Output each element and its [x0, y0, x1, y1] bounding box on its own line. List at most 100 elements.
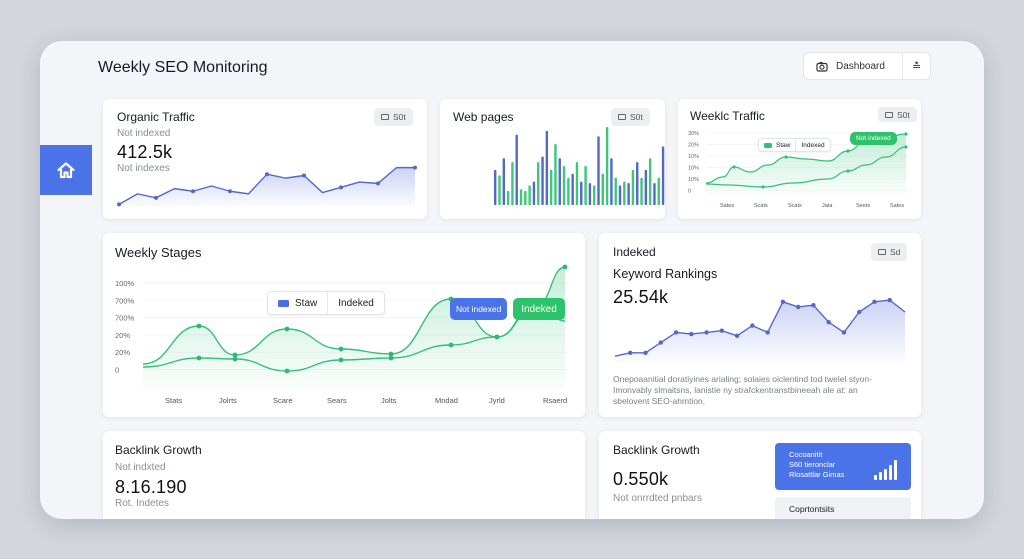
weekly-stages-point: [196, 323, 202, 329]
weekly-traffic-point: [761, 185, 765, 189]
organic-traffic-value: 412.5k: [117, 142, 173, 162]
organic-traffic-card: Organic Traffic S0t Not indexed 412.5k N…: [103, 99, 427, 219]
card-chip[interactable]: S0t: [878, 107, 917, 122]
y-tick-label: 20%: [115, 331, 130, 340]
home-icon: [57, 162, 75, 179]
weekly-stages-point: [338, 346, 344, 352]
legend-swatch: [764, 142, 772, 148]
web-pages-bar: [498, 175, 501, 205]
keyword-point: [841, 330, 847, 335]
legend-item-indexed[interactable]: Indexed: [795, 139, 829, 151]
web-pages-bar: [554, 144, 557, 205]
weekly-traffic-point: [732, 165, 736, 169]
index-status: Not indexed: [117, 128, 171, 139]
web-pages-bar: [640, 177, 643, 205]
web-pages-bar: [537, 162, 540, 205]
web-pages-bar: [588, 183, 592, 205]
card-chip[interactable]: S0t: [374, 108, 413, 126]
keyword-point: [643, 350, 648, 355]
settings-button[interactable]: ≛: [903, 53, 930, 79]
chart-legend: Staw Indexed: [758, 138, 831, 152]
web-pages-bar: [519, 189, 523, 205]
weekly-stages-point: [232, 352, 238, 358]
backlink-sub: Not onrrdted pnbars: [613, 493, 702, 504]
legend-item-indexed[interactable]: Indeked: [327, 292, 384, 314]
y-tick-label: 30%: [688, 131, 699, 137]
y-tick-label: 0: [688, 189, 691, 195]
camera-icon: [618, 114, 626, 120]
legend-item-staw[interactable]: Staw: [759, 139, 795, 151]
card-title: Keyword Rankings: [613, 267, 718, 281]
y-tick-label: 20%: [115, 348, 130, 357]
organic-area: [119, 167, 415, 207]
keyword-point: [628, 350, 633, 355]
web-pages-bar: [515, 134, 518, 205]
y-tick-label: 100%: [115, 279, 135, 288]
insight-line: Rlosattlar Gimas: [789, 470, 845, 479]
web-pages-bar: [597, 136, 600, 205]
web-pages-bar: [614, 177, 617, 205]
web-pages-bar: [584, 166, 587, 205]
weekly-stages-point: [284, 326, 290, 332]
card-chip[interactable]: S0t: [611, 108, 650, 126]
dashboard-window: Weekly SEO Monitoring Dashboard ≛ Organi…: [40, 41, 984, 519]
organic-point: [413, 165, 417, 170]
web-pages-bar: [545, 130, 549, 205]
web-pages-bar: [511, 162, 514, 205]
insight-panel[interactable]: Cocoanitit S60 tieronclar Rlosattlar Gim…: [775, 443, 911, 490]
keyword-point: [673, 330, 679, 335]
keyword-area: [615, 300, 905, 363]
dashboard-button[interactable]: Dashboard: [804, 53, 904, 79]
bar-chart-icon: [874, 460, 897, 480]
weekly-stages-point: [388, 355, 394, 361]
web-pages-bar: [605, 127, 609, 205]
web-pages-bar: [610, 158, 613, 205]
web-pages-card: Web pages S0t: [440, 99, 665, 219]
legend-swatch: [278, 299, 289, 307]
x-tick-label: Scare: [273, 396, 293, 405]
dashboard-switcher[interactable]: Dashboard ≛: [803, 52, 931, 80]
x-tick-label: Jata: [822, 203, 833, 209]
not-indexed-tag: Not indexed: [450, 298, 508, 320]
y-tick-label: 20%: [688, 143, 699, 149]
camera-icon: [381, 114, 389, 120]
organic-point: [302, 173, 306, 178]
web-pages-bar: [524, 190, 527, 205]
contents-tab[interactable]: Coprtontsits: [775, 497, 911, 519]
organic-point: [191, 189, 195, 194]
web-pages-bar: [549, 169, 553, 205]
keyword-point: [887, 297, 892, 303]
web-pages-bar: [618, 185, 622, 205]
web-pages-bar: [558, 158, 561, 205]
chart-legend: Staw Indeked: [267, 291, 385, 315]
backlink-growth-card: Backlink Growth Not indxted 8.16.190 Rot…: [103, 431, 585, 519]
card-chip[interactable]: Sd: [871, 243, 908, 261]
weekly-stages-point: [284, 368, 290, 374]
card-title: Weekly Stages: [115, 245, 202, 260]
weekly-stages-line-secondary: [142, 302, 566, 372]
weekly-traffic-line-secondary: [705, 146, 907, 188]
keyword-description: Onepoaanitial doratiyines arialing; sola…: [613, 374, 872, 406]
legend-item-staw[interactable]: Staw: [268, 292, 327, 314]
weekly-traffic-point: [846, 169, 850, 173]
web-pages-bar: [623, 181, 626, 205]
card-title: Weeklc Traffic: [690, 109, 765, 123]
y-tick-label: 700%: [115, 314, 135, 323]
web-pages-bar: [532, 181, 536, 205]
x-tick-label: Stats: [165, 396, 182, 405]
y-tick-label: 0: [115, 366, 119, 375]
sliders-icon: ≛: [912, 60, 922, 73]
organic-point: [117, 202, 121, 207]
y-tick-label: 700%: [115, 296, 135, 305]
dashboard-label: Dashboard: [836, 60, 885, 72]
backlink-growth-card-secondary: Backlink Growth 0.550k Not onrrdted pnba…: [599, 431, 921, 519]
weekly-stages-card: Weekly Stages 100% 700% 700% 20% 20% 0 Stats Jo…: [103, 233, 585, 417]
sidebar-home-button[interactable]: [40, 145, 92, 195]
web-pages-bar: [541, 156, 544, 205]
web-pages-bar: [593, 185, 596, 205]
card-title: Organic Traffic: [117, 110, 195, 124]
index-sub: Rot. Indetes: [115, 498, 169, 509]
web-pages-bar: [661, 146, 665, 205]
web-pages-bar: [648, 158, 652, 205]
x-tick-label: Mndad: [435, 396, 458, 405]
